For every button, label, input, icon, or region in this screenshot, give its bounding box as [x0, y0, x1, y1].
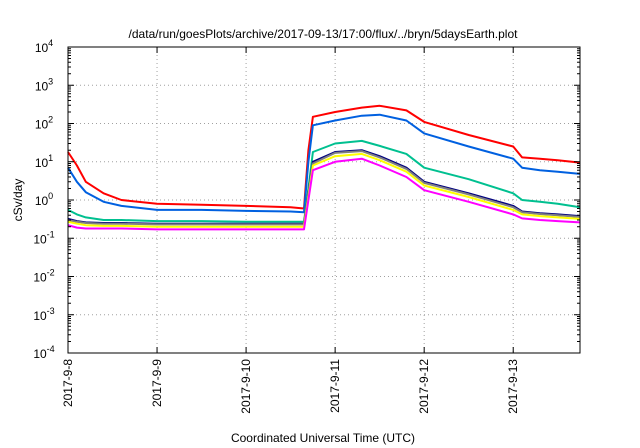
x-tick-label: 2017-9-9 — [150, 359, 164, 407]
y-tick-label: 10-2 — [33, 268, 54, 285]
series-line-7 — [67, 157, 581, 231]
y-tick-label: 102 — [35, 115, 53, 132]
y-tick-label: 101 — [35, 153, 53, 170]
x-tick-label: 2017-9-11 — [328, 359, 342, 413]
y-tick-label: 10-4 — [33, 344, 54, 361]
series-line-6 — [67, 152, 581, 228]
y-tick-label: 100 — [35, 191, 53, 208]
y-axis-label: cSv/day — [11, 179, 25, 222]
series-line-3 — [67, 139, 581, 223]
y-tick-label: 10-1 — [33, 229, 54, 246]
x-axis-label: Coordinated Universal Time (UTC) — [231, 431, 415, 445]
y-tick-label: 104 — [35, 38, 53, 55]
x-tick-label: 2017-9-12 — [417, 359, 431, 414]
series-line-2 — [67, 113, 581, 214]
x-tick-label: 2017-9-10 — [239, 359, 253, 414]
x-tick-label: 2017-9-8 — [61, 359, 75, 407]
chart-title: /data/run/goesPlots/archive/2017-09-13/1… — [129, 27, 519, 41]
y-tick-label: 103 — [35, 76, 53, 93]
series-line-1 — [67, 104, 581, 210]
series-line-5 — [67, 150, 581, 226]
x-tick-label: 2017-9-13 — [506, 359, 520, 414]
y-tick-label: 10-3 — [33, 306, 54, 323]
